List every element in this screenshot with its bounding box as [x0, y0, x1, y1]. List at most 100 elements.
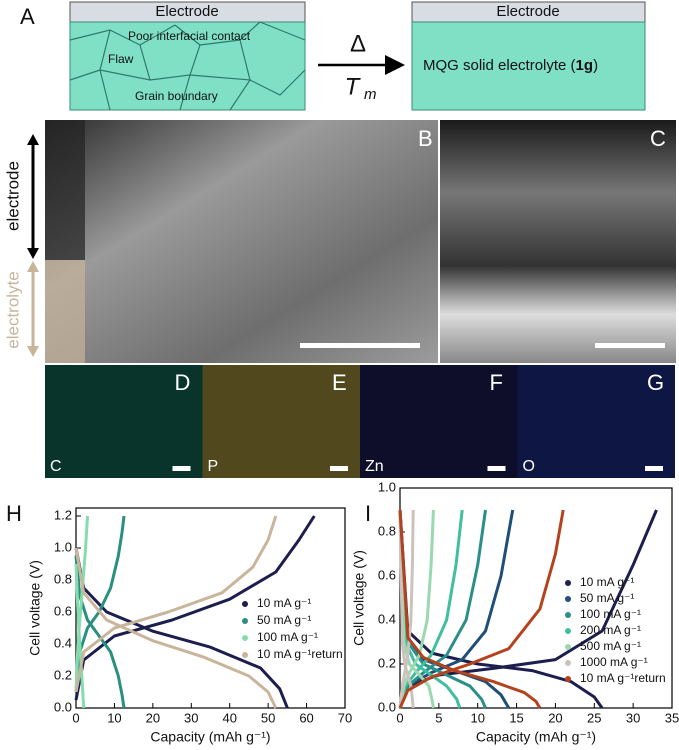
legend-label: 500 mA g⁻¹ — [580, 639, 641, 653]
side-label: electrode — [3, 161, 22, 231]
legend-label: 10 mA g⁻¹return — [257, 647, 343, 661]
panel-label: E — [332, 370, 347, 395]
series-line — [74, 515, 316, 709]
label: Electrode — [496, 3, 559, 20]
element-label: Zn — [365, 458, 384, 475]
panel-label: C — [650, 126, 666, 151]
y-tick-label: 0.8 — [54, 571, 72, 586]
legend-label: 200 mA g⁻¹ — [580, 623, 641, 637]
side-label: electrolyte — [3, 271, 22, 348]
label: MQG solid electrolyte ( — [423, 57, 576, 74]
annotation: Grain boundary — [135, 89, 218, 103]
y-tick-label: 1.2 — [54, 507, 72, 522]
overlay — [45, 260, 85, 363]
y-tick-label: 0.0 — [378, 699, 396, 714]
sem-image — [45, 120, 438, 363]
legend-marker — [565, 596, 571, 602]
element-label: C — [50, 458, 62, 475]
y-tick-label: 1.0 — [54, 539, 72, 554]
legend-marker — [242, 618, 248, 624]
y-tick-label: 0.2 — [54, 667, 72, 682]
x-tick-label: 35 — [665, 710, 679, 725]
legend-label: 100 mA g⁻¹ — [257, 630, 318, 644]
annotation: Δ — [350, 30, 366, 57]
series-line — [398, 509, 415, 709]
legend-label: 100 mA g⁻¹ — [580, 607, 641, 621]
label: ) — [593, 57, 598, 74]
eds-signal — [202, 365, 360, 478]
x-tick-label: 20 — [146, 710, 160, 725]
scale-bar — [172, 466, 191, 471]
x-axis-label: Capacity (mAh g⁻¹) — [150, 729, 270, 745]
electrolyte-layer — [411, 21, 646, 111]
y-tick-label: 0.2 — [378, 655, 396, 670]
eds-signal — [517, 365, 675, 478]
series-line — [74, 515, 278, 709]
panel-label: B — [418, 126, 433, 151]
x-tick-label: 0 — [396, 710, 403, 725]
x-tick-label: 15 — [509, 710, 523, 725]
legend-marker — [565, 612, 571, 618]
scale-bar — [595, 343, 665, 348]
eds-maps: D C E P F Zn G O — [45, 365, 675, 478]
legend-marker — [565, 644, 571, 650]
series-line — [398, 509, 435, 709]
scale-bar — [300, 343, 420, 348]
x-tick-label: 30 — [184, 710, 198, 725]
y-tick-label: 0.6 — [378, 567, 396, 582]
panel-label: G — [647, 370, 664, 395]
scale-bar — [645, 466, 663, 471]
legend-marker — [565, 628, 571, 634]
legend-label: 10 mA g⁻¹ — [580, 575, 634, 589]
panel-label: I — [365, 501, 371, 526]
label: 1g — [576, 57, 594, 74]
legend-marker — [242, 652, 248, 658]
annotation: Flaw — [108, 52, 134, 66]
grain-layer — [69, 21, 306, 111]
label: Electrode — [155, 3, 218, 20]
y-tick-label: 1.0 — [378, 479, 396, 494]
x-tick-label: 25 — [587, 710, 601, 725]
y-tick-label: 0.0 — [54, 699, 72, 714]
x-tick-label: 0 — [72, 710, 79, 725]
arrowheads — [27, 261, 39, 357]
label: MQG solid electrolyte (1g) — [423, 57, 598, 74]
x-tick-label: 50 — [261, 710, 275, 725]
legend-label: 50 mA g⁻¹ — [580, 591, 634, 605]
grain-boundaries — [69, 21, 306, 111]
panel-label: F — [490, 370, 503, 395]
annotation: Poor interfacial contact — [128, 29, 251, 43]
x-tick-label: 10 — [470, 710, 484, 725]
y-tick-label: 0.4 — [54, 635, 72, 650]
panel-label: H — [6, 501, 22, 526]
y-tick-label: 0.4 — [378, 611, 396, 626]
element-label: P — [208, 458, 219, 475]
overlay — [45, 120, 85, 260]
plot-frame — [399, 487, 673, 709]
x-tick-label: 20 — [548, 710, 562, 725]
legend-marker — [565, 660, 571, 666]
legend-marker — [242, 635, 248, 641]
x-tick-label: 70 — [338, 710, 352, 725]
y-axis-label: Cell voltage (V) — [27, 560, 43, 656]
eds-signal — [360, 365, 518, 478]
element-label: O — [523, 458, 535, 475]
scale-bar — [330, 466, 348, 471]
charts: 0 10 20 30 40 50 60 700.00.20.40.60.81.01.2Capa… — [27, 479, 679, 744]
scale-bar — [487, 466, 506, 471]
annotation: m — [364, 86, 377, 103]
y-tick-label: 0.8 — [378, 523, 396, 538]
x-tick-label: 30 — [626, 710, 640, 725]
x-tick-label: 10 — [107, 710, 121, 725]
legend-label: 10 mA g⁻¹ — [257, 596, 311, 610]
legend-marker — [565, 580, 571, 586]
sem-image — [440, 120, 676, 363]
y-axis-label: Cell voltage (V) — [351, 550, 367, 646]
legend-label: 1000 mA g⁻¹ — [580, 655, 648, 669]
plot-frame — [75, 507, 346, 709]
x-tick-label: 5 — [435, 710, 442, 725]
eds-signal — [45, 365, 203, 478]
x-axis-label: Capacity (mAh g⁻¹) — [476, 729, 596, 745]
annotation: T — [345, 73, 362, 100]
